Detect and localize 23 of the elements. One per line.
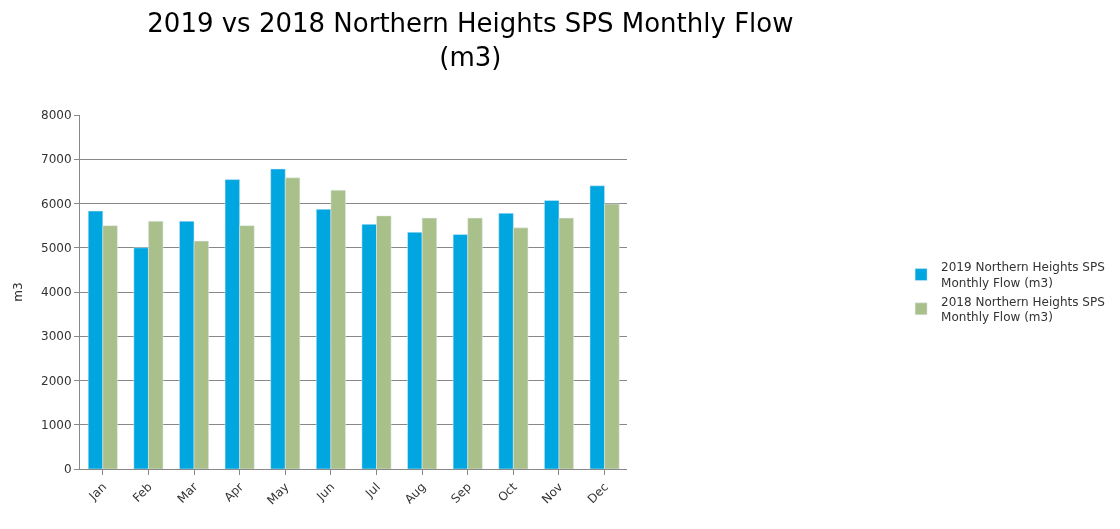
- x-tick-label: Feb: [129, 479, 155, 505]
- x-tick-label: Dec: [584, 479, 611, 507]
- y-tick-label: 1000: [41, 417, 72, 432]
- y-tick-label: 6000: [41, 196, 72, 211]
- x-tick-label: Sep: [448, 479, 475, 506]
- y-tick-label: 3000: [41, 329, 72, 344]
- x-tick-label: Apr: [221, 479, 247, 505]
- legend-label: 2019 Northern Heights SPS Monthly Flow (m3): [941, 260, 1105, 291]
- y-tick-label: 0: [63, 462, 72, 477]
- x-tick-label: Aug: [402, 479, 429, 507]
- y-tick-label: 4000: [41, 285, 72, 300]
- x-tick-label: Oct: [495, 479, 520, 505]
- legend-label: 2018 Northern Heights SPS Monthly Flow (m3): [941, 294, 1105, 325]
- y-tick-label: 5000: [41, 240, 72, 255]
- x-tick-label: Jul: [362, 479, 383, 501]
- chart-title: 2019 vs 2018 Northern Heights SPS Monthly Flow (m3): [147, 7, 794, 72]
- y-axis-title: m3: [11, 282, 26, 302]
- y-tick-label: 2000: [41, 373, 72, 388]
- y-tick-label: 7000: [41, 152, 72, 167]
- x-tick-label: Mar: [174, 479, 201, 506]
- x-tick-label: Jun: [313, 479, 338, 504]
- x-tick-label: Jan: [85, 479, 110, 504]
- y-tick-label: 8000: [41, 108, 72, 123]
